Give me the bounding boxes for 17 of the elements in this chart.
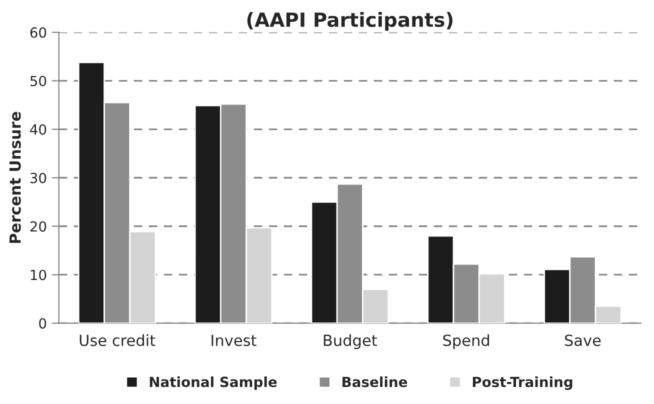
x-tick-label: Budget — [324, 334, 377, 350]
x-tick-label: Spend — [443, 334, 489, 350]
x-tick-label: Save — [564, 334, 601, 346]
y-axis-title: Percent Unsure — [10, 112, 21, 243]
y-tick-label: 60 — [30, 27, 46, 38]
y-tick-label: 50 — [30, 76, 46, 86]
x-tick-label: Invest — [212, 334, 256, 346]
chart-title: (AAPI Participants) — [247, 12, 452, 31]
y-tick-label: 20 — [30, 221, 46, 232]
legend-label: Baseline — [342, 376, 408, 388]
legend-label: Post-Training — [472, 376, 572, 390]
y-tick-label: 0 — [39, 318, 46, 329]
x-tick-label: Use credit — [80, 334, 156, 346]
y-tick-label: 10 — [30, 270, 46, 280]
y-tick-label: 30 — [30, 172, 46, 184]
legend-label: National Sample — [150, 376, 277, 390]
y-tick-label: 40 — [30, 124, 46, 135]
